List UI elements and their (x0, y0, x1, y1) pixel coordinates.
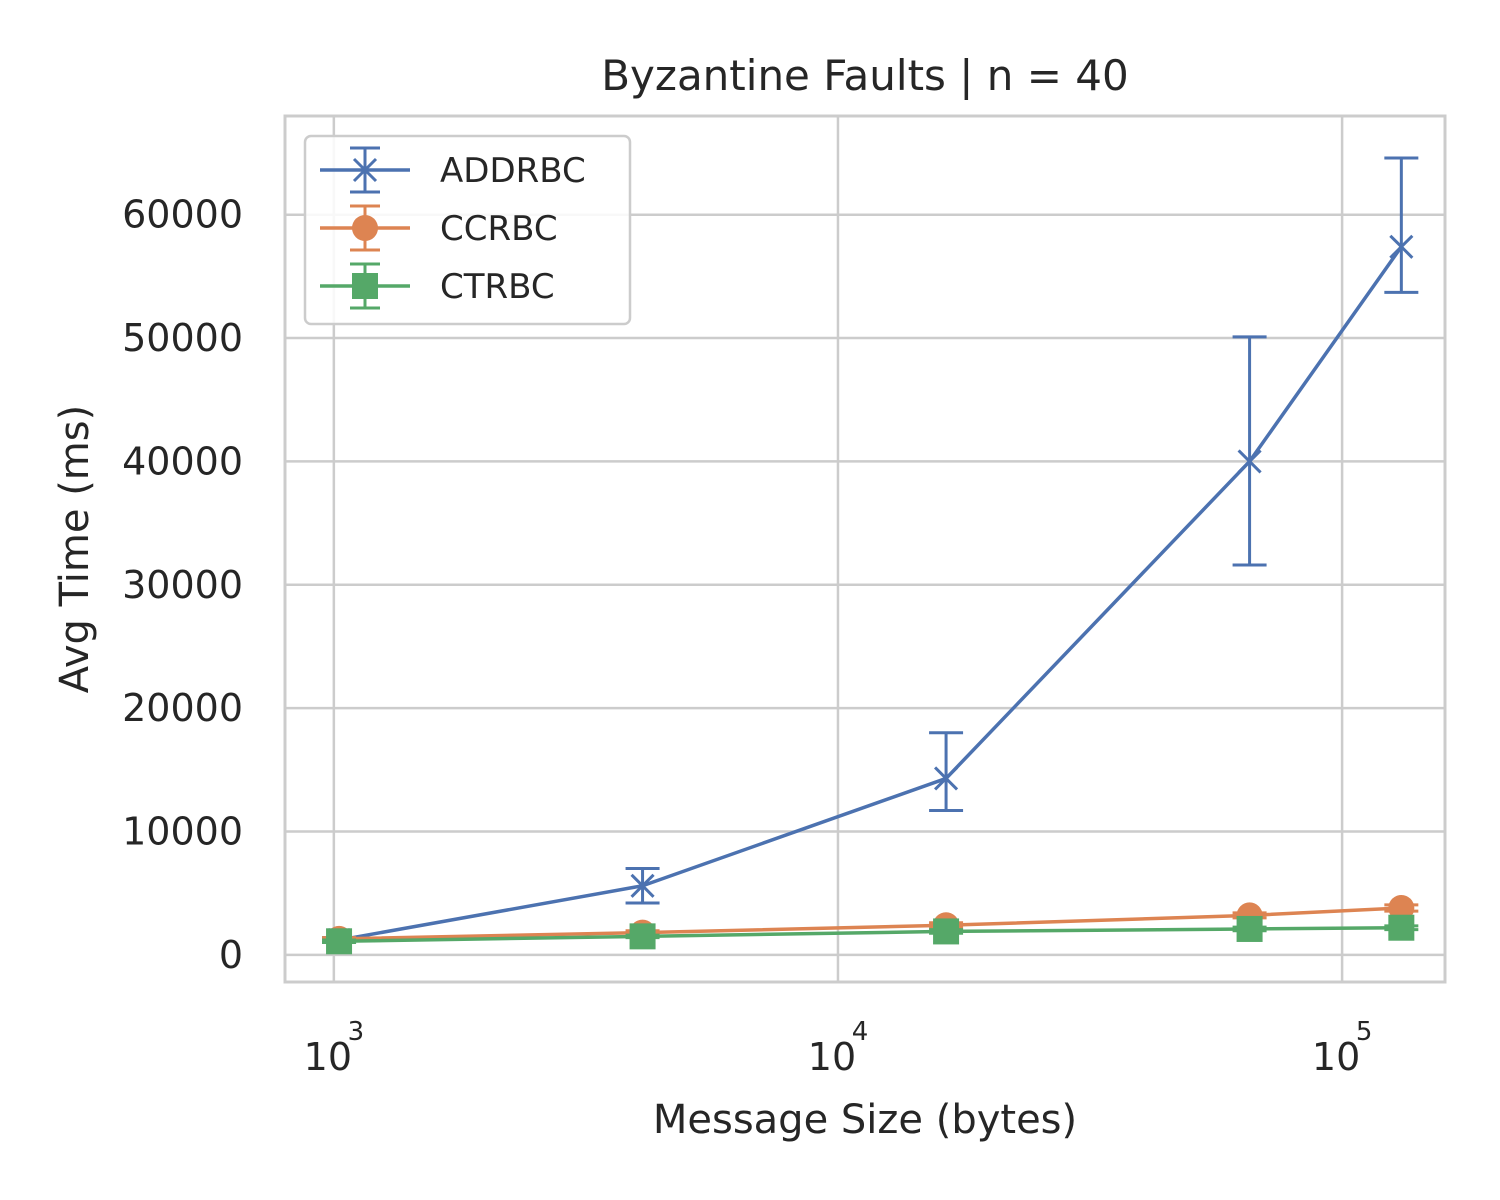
marker-stroke (630, 873, 655, 898)
x-tick-exponent: 3 (348, 1017, 365, 1047)
marker-stroke (1237, 449, 1262, 474)
marker-stroke (934, 766, 959, 791)
legend: ADDRBC CCRBC CTRBC (303, 134, 632, 326)
legend-marker (352, 273, 378, 299)
y-tick-label: 0 (219, 933, 243, 977)
y-axis-label: Avg Time (ms) (52, 405, 98, 693)
legend-entry-ccrbc: CCRBC (320, 204, 558, 252)
data-point (1237, 449, 1262, 474)
y-axis-ticks: 0 10000 20000 30000 40000 50000 60000 (122, 193, 243, 977)
y-tick-label: 60000 (122, 193, 243, 237)
y-tick-label: 40000 (122, 439, 243, 483)
y-tick-label: 50000 (122, 316, 243, 360)
series-addrbc (322, 156, 1419, 953)
legend-label: CCRBC (440, 209, 558, 249)
x-tick-label: 10 (808, 1035, 856, 1079)
data-point (933, 918, 960, 945)
data-point (1389, 234, 1414, 259)
data-point (1388, 894, 1415, 921)
legend-entry-addrbc: ADDRBC (320, 146, 586, 194)
x-tick-label: 10 (304, 1035, 352, 1079)
y-tick-label: 30000 (122, 563, 243, 607)
series-layer (322, 156, 1419, 955)
x-axis-label: Message Size (bytes) (653, 1097, 1077, 1143)
series-ctrbc (322, 914, 1419, 955)
data-point (1236, 915, 1263, 942)
legend-box (303, 134, 632, 326)
y-tick-label: 20000 (122, 686, 243, 730)
data-point (934, 766, 959, 791)
error-bar (1384, 156, 1419, 294)
y-tick-label: 10000 (122, 809, 243, 853)
x-tick-label: 10 (1312, 1035, 1360, 1079)
x-tick-exponent: 5 (1356, 1017, 1373, 1047)
data-point (326, 928, 353, 955)
plot-frame (283, 114, 1447, 984)
legend-marker (352, 215, 378, 241)
legend-label: CTRBC (440, 267, 555, 307)
chart-title: Byzantine Faults | n = 40 (601, 51, 1129, 100)
marker-stroke (352, 157, 378, 183)
error-bar (929, 731, 964, 813)
x-tick-exponent: 4 (852, 1017, 869, 1047)
marker-stroke (1389, 234, 1414, 259)
data-point (629, 923, 656, 950)
legend-label: ADDRBC (440, 151, 586, 191)
legend-entry-ctrbc: CTRBC (320, 262, 555, 310)
error-bar (1232, 335, 1267, 567)
data-point (630, 873, 655, 898)
data-point (1388, 914, 1415, 941)
legend-marker (352, 157, 378, 183)
